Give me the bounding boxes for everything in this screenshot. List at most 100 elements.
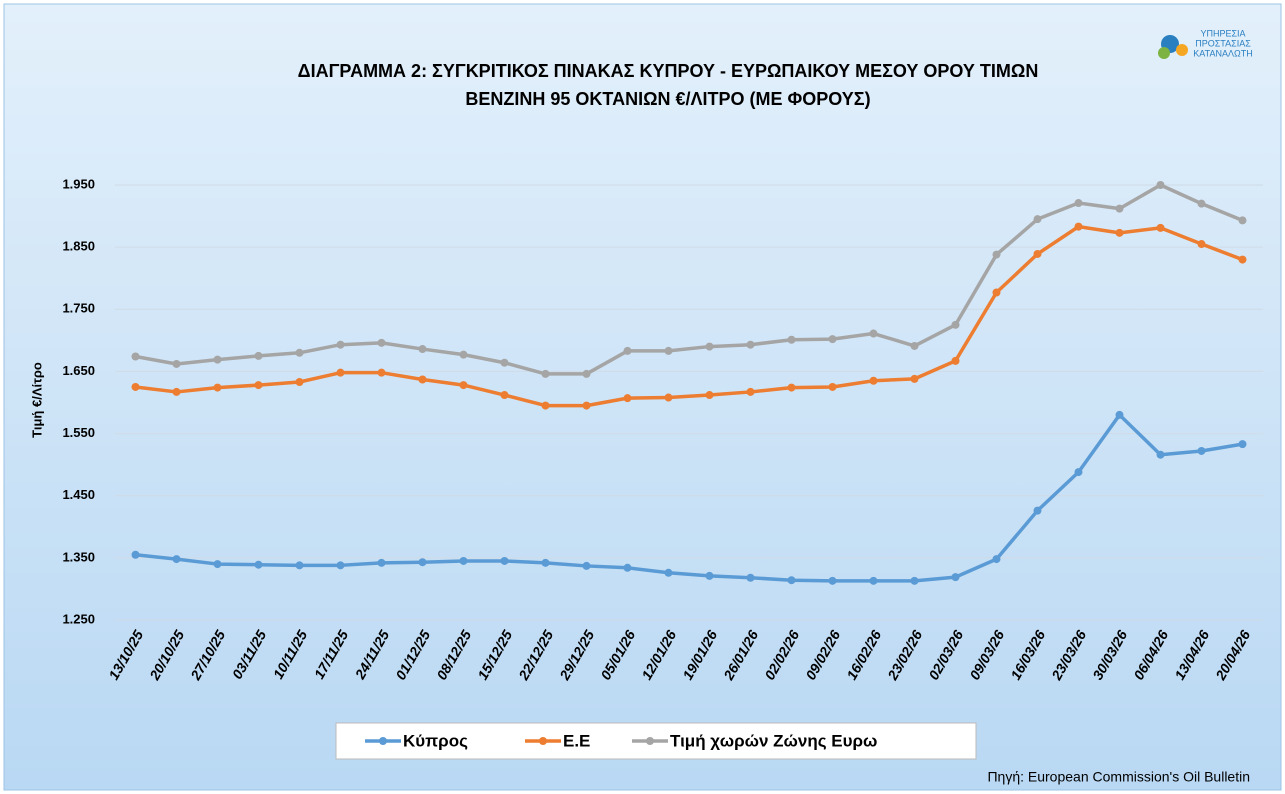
data-point <box>1238 440 1247 449</box>
data-point <box>295 377 304 386</box>
data-point <box>910 341 919 350</box>
logo: ΥΠΗΡΕΣΙΑ ΠΡΟΣΤΑΣΙΑΣ ΚΑΤΑΝΑΛΩΤΗ <box>1158 28 1253 59</box>
data-point <box>336 368 345 377</box>
data-point <box>582 561 591 570</box>
data-point <box>787 383 796 392</box>
y-tick-label: 1.350 <box>62 549 95 564</box>
legend-marker <box>646 737 654 745</box>
data-point <box>418 558 427 567</box>
data-point <box>213 560 222 569</box>
data-point <box>664 346 673 355</box>
data-point <box>787 576 796 585</box>
data-point <box>172 359 181 368</box>
data-point <box>869 576 878 585</box>
y-tick-label: 1.850 <box>62 239 95 254</box>
data-point <box>418 345 427 354</box>
data-point <box>623 394 632 403</box>
data-point <box>500 358 509 367</box>
data-point <box>1115 410 1124 419</box>
data-point <box>1197 199 1206 208</box>
data-point <box>664 568 673 577</box>
data-point <box>746 573 755 582</box>
data-point <box>582 369 591 378</box>
data-point <box>254 351 263 360</box>
data-point <box>992 288 1001 297</box>
data-point <box>1115 204 1124 213</box>
data-point <box>582 401 591 410</box>
data-point <box>828 335 837 344</box>
data-point <box>1238 255 1247 264</box>
data-point <box>869 376 878 385</box>
data-point <box>951 356 960 365</box>
data-point <box>746 340 755 349</box>
data-point <box>1074 199 1083 208</box>
logo-text: ΥΠΗΡΕΣΙΑ <box>1200 28 1245 38</box>
data-point <box>787 335 796 344</box>
data-point <box>664 393 673 402</box>
y-axis-label: Τιμή €/Λίτρο <box>29 362 44 438</box>
data-point <box>1074 468 1083 477</box>
data-point <box>1156 181 1165 189</box>
data-point <box>992 555 1001 564</box>
data-point <box>541 369 550 378</box>
chart-title: ΒΕΝΖΙΝΗ 95 ΟΚΤΑΝΙΩΝ €/ΛΙΤΡΟ (ΜΕ ΦΟΡΟΥΣ) <box>465 89 870 109</box>
data-point <box>623 563 632 572</box>
data-point <box>377 558 386 567</box>
data-point <box>500 556 509 565</box>
logo-text: ΠΡΟΣΤΑΣΙΑΣ <box>1195 38 1251 48</box>
data-point <box>377 338 386 347</box>
data-point <box>131 382 140 391</box>
data-point <box>1197 446 1206 455</box>
series-line <box>135 224 1244 408</box>
legend-marker <box>379 737 387 745</box>
data-point <box>869 329 878 338</box>
data-point <box>1074 222 1083 231</box>
y-tick-label: 1.650 <box>62 363 95 378</box>
series-line <box>135 183 1244 376</box>
data-point <box>172 387 181 396</box>
legend-label: Τιμή χωρών Ζώνης Ευρω <box>670 731 877 750</box>
legend-marker <box>539 737 547 745</box>
data-point <box>1115 228 1124 237</box>
series-line <box>135 413 1243 583</box>
data-point <box>295 348 304 357</box>
data-point <box>500 391 509 400</box>
data-point <box>951 573 960 582</box>
data-point <box>418 375 427 384</box>
data-point <box>1238 216 1247 225</box>
data-point <box>705 571 714 580</box>
data-point <box>295 561 304 570</box>
source: Πηγή: European Commission's Oil Bulletin <box>987 769 1250 785</box>
data-point <box>992 250 1001 259</box>
data-point <box>377 368 386 377</box>
y-tick-label: 1.250 <box>62 611 95 626</box>
data-point <box>705 391 714 400</box>
data-point <box>828 382 837 391</box>
data-point <box>828 576 837 585</box>
data-point <box>131 550 140 559</box>
y-tick-label: 1.550 <box>62 425 95 440</box>
data-point <box>623 346 632 355</box>
data-point <box>131 352 140 361</box>
data-point <box>910 374 919 383</box>
data-point <box>1156 223 1165 232</box>
data-point <box>1156 450 1165 459</box>
data-point <box>1197 240 1206 249</box>
data-point <box>336 340 345 349</box>
y-tick-label: 1.750 <box>62 301 95 316</box>
data-point <box>705 342 714 351</box>
data-point <box>1033 215 1042 224</box>
y-tick-label: 1.450 <box>62 487 95 502</box>
data-point <box>459 381 468 390</box>
logo-text: ΚΑΤΑΝΑΛΩΤΗ <box>1193 48 1252 58</box>
legend-label: Κύπρος <box>403 731 468 750</box>
data-point <box>213 383 222 392</box>
data-point <box>951 320 960 329</box>
data-point <box>459 556 468 565</box>
data-point <box>910 576 919 585</box>
data-point <box>459 350 468 359</box>
data-point <box>172 555 181 564</box>
data-point <box>541 401 550 410</box>
data-point <box>1033 249 1042 258</box>
